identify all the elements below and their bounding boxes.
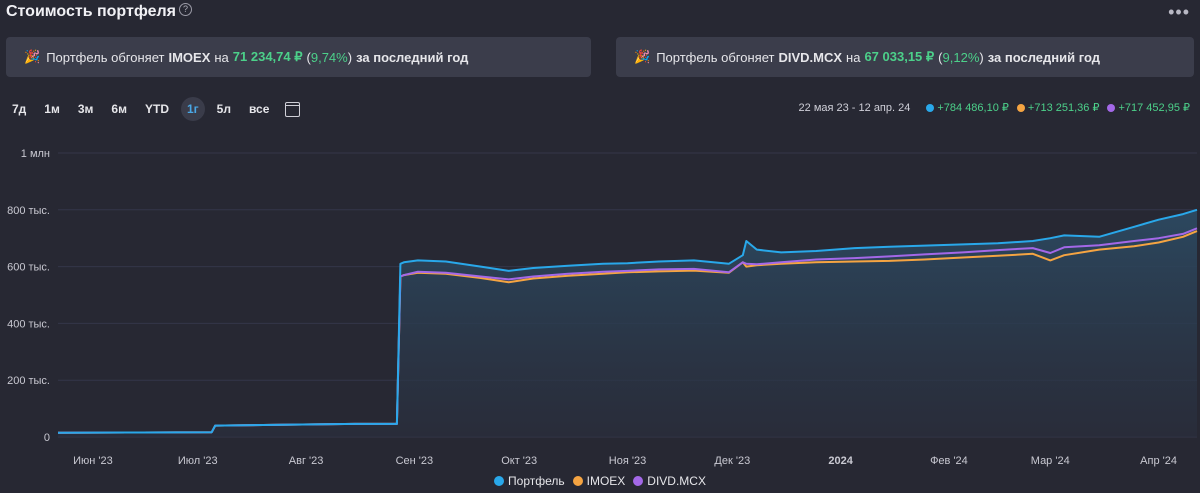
legend-divd[interactable]: DIVD.MCX xyxy=(633,474,706,488)
range-summary: 22 мая 23 - 12 апр. 24 +784 486,10 ₽ +71… xyxy=(798,101,1190,115)
banner-pct: (9,12%) xyxy=(938,49,984,65)
banner-prefix: Портфель обгоняет xyxy=(46,49,165,65)
more-options-icon[interactable]: ••• xyxy=(1168,2,1190,22)
banner-divd: 🎉 Портфель обгоняет DIVD.MCX на 67 033,1… xyxy=(616,37,1194,77)
chart-legend: Портфель IMOEX DIVD.MCX xyxy=(0,474,1200,488)
banner-imoex: 🎉 Портфель обгоняет IMOEX на 71 234,74 ₽… xyxy=(6,37,591,77)
summary-portfolio: +784 486,10 ₽ xyxy=(926,101,1009,114)
x-tick-label: 2024 xyxy=(828,455,853,467)
chart-header: Стоимость портфеля ? xyxy=(6,0,193,24)
banner-pct: (9,74%) xyxy=(306,49,353,65)
period-all[interactable]: все xyxy=(248,102,270,116)
period-5y[interactable]: 5л xyxy=(216,102,231,116)
x-tick-label: Ноя '23 xyxy=(609,455,646,467)
series-portfolio xyxy=(57,208,1198,434)
banner-amount: 67 033,15 ₽ xyxy=(864,49,935,64)
page-title: Стоимость портфеля xyxy=(6,3,177,20)
x-tick-label: Окт '23 xyxy=(501,455,537,467)
banner-amount: 71 234,74 ₽ xyxy=(232,49,303,64)
help-icon[interactable]: ? xyxy=(179,2,193,16)
period-6m[interactable]: 6м xyxy=(111,102,127,116)
x-tick-label: Сен '23 xyxy=(396,455,434,467)
x-tick-label: Дек '23 xyxy=(714,455,750,467)
legend-portfolio[interactable]: Портфель xyxy=(494,474,565,488)
period-selector: 7д 1м 3м 6м YTD 1г 5л все xyxy=(6,97,301,121)
y-tick-label: 400 тыс. xyxy=(7,318,50,330)
y-tick-label: 600 тыс. xyxy=(7,262,50,274)
party-icon: 🎉 xyxy=(634,49,651,64)
period-3m[interactable]: 3м xyxy=(77,102,94,116)
period-ytd[interactable]: YTD xyxy=(144,102,169,116)
x-tick-label: Авг '23 xyxy=(289,455,324,467)
period-1m[interactable]: 1м xyxy=(44,102,60,116)
summary-divd: +717 452,95 ₽ xyxy=(1107,101,1190,114)
x-tick-label: Июл '23 xyxy=(178,455,218,467)
banner-prefix: Портфель обгоняет xyxy=(656,49,775,65)
period-1y[interactable]: 1г xyxy=(180,97,205,121)
portfolio-area xyxy=(58,209,1197,437)
y-tick-label: 200 тыс. xyxy=(7,375,50,387)
x-tick-label: Мар '24 xyxy=(1031,455,1070,467)
y-tick-label: 0 xyxy=(44,432,50,444)
y-tick-label: 1 млн xyxy=(21,148,50,160)
date-range: 22 мая 23 - 12 апр. 24 xyxy=(798,101,911,114)
banner-on: на xyxy=(846,49,861,65)
banner-symbol: DIVD.MCX xyxy=(778,49,843,65)
banner-on: на xyxy=(214,49,229,65)
calendar-icon[interactable] xyxy=(285,101,301,117)
legend-imoex[interactable]: IMOEX xyxy=(572,474,625,488)
summary-imoex: +713 251,36 ₽ xyxy=(1016,101,1099,114)
x-tick-label: Июн '23 xyxy=(73,455,113,467)
x-tick-label: Фев '24 xyxy=(930,455,968,467)
banner-symbol: IMOEX xyxy=(168,49,211,65)
period-7d[interactable]: 7д xyxy=(12,102,27,116)
party-icon: 🎉 xyxy=(24,49,41,64)
y-tick-label: 800 тыс. xyxy=(7,205,50,217)
x-tick-label: Апр '24 xyxy=(1140,455,1177,467)
banner-suffix: за последний год xyxy=(987,49,1100,65)
banner-suffix: за последний год xyxy=(356,49,469,65)
